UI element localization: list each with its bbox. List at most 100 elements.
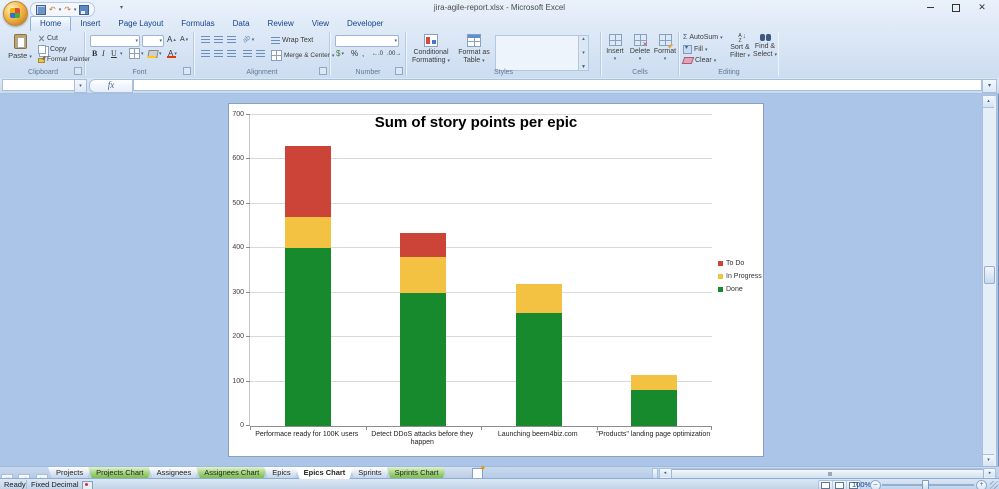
- number-format-combo[interactable]: ▾: [335, 35, 399, 47]
- delete-cells-button[interactable]: Delete ▾: [628, 34, 652, 62]
- ribbon-tab-insert[interactable]: Insert: [80, 19, 101, 28]
- office-button[interactable]: [3, 1, 28, 26]
- find-select-button[interactable]: Find & Select ▾: [753, 34, 777, 59]
- clear-button[interactable]: Clear ▾: [681, 57, 716, 64]
- orientation-button[interactable]: ab ▾: [241, 34, 256, 45]
- gallery-scroll-down-icon[interactable]: ▾: [582, 50, 585, 56]
- sheet-tab-assignees[interactable]: Assignees: [149, 467, 200, 479]
- underline-options-dropdown[interactable]: ▾: [118, 48, 125, 59]
- ribbon-tab-view[interactable]: View: [311, 19, 329, 28]
- percent-style-button[interactable]: %: [349, 48, 360, 59]
- copy-button[interactable]: Copy: [38, 45, 66, 54]
- legend-item-done[interactable]: Done: [718, 286, 762, 293]
- decrease-indent-button[interactable]: [241, 48, 254, 59]
- wrap-text-button[interactable]: Wrap Text: [271, 37, 313, 44]
- sheet-tab-sprints-chart[interactable]: Sprints Chart: [387, 467, 447, 479]
- page-break-view-button[interactable]: [847, 481, 860, 489]
- align-middle-button[interactable]: [212, 34, 225, 45]
- name-box[interactable]: [2, 79, 76, 91]
- sheet-tab-projects[interactable]: Projects: [48, 467, 91, 479]
- chevron-down-icon[interactable]: ▾: [58, 6, 62, 13]
- comma-style-button[interactable]: ,: [360, 48, 366, 59]
- font-name-combo[interactable]: ▾: [90, 35, 140, 47]
- zoom-in-button[interactable]: +: [976, 480, 987, 489]
- normal-view-button[interactable]: [819, 481, 833, 489]
- name-box-dropdown[interactable]: ▾: [74, 79, 87, 93]
- clipboard-dialog-launcher[interactable]: [74, 67, 82, 75]
- page-layout-view-button[interactable]: [833, 481, 847, 489]
- ribbon-tab-data[interactable]: Data: [232, 19, 250, 28]
- undo-icon[interactable]: ↶: [49, 4, 56, 14]
- borders-button[interactable]: ▾: [127, 48, 146, 59]
- number-dialog-launcher[interactable]: [395, 67, 403, 75]
- sort-filter-button[interactable]: AZ Sort & Filter ▾: [728, 34, 752, 60]
- sheet-tab-sprints[interactable]: Sprints: [350, 467, 389, 479]
- ribbon-tab-page-layout[interactable]: Page Layout: [118, 19, 164, 28]
- font-color-button[interactable]: A ▾: [167, 49, 177, 58]
- zoom-slider-thumb[interactable]: [922, 480, 929, 489]
- accounting-format-button[interactable]: $ ▾: [334, 48, 346, 59]
- ribbon-tab-review[interactable]: Review: [267, 19, 294, 28]
- legend-item-in-progress[interactable]: In Progress: [718, 273, 762, 280]
- chart[interactable]: Sum of story points per epic 0 100 200 300 4…: [228, 103, 764, 457]
- grow-font-button[interactable]: A ▴: [167, 35, 176, 44]
- legend-item-to-do[interactable]: To Do: [718, 260, 762, 267]
- alignment-dialog-launcher[interactable]: [319, 67, 327, 75]
- minimize-button[interactable]: [917, 0, 943, 15]
- macro-record-icon[interactable]: [82, 481, 93, 489]
- scroll-down-button[interactable]: ▾: [983, 454, 994, 466]
- gallery-scrollbar[interactable]: ▴ ▾ ▼: [578, 36, 588, 70]
- merge-center-button[interactable]: Merge & Center ▾: [271, 50, 334, 61]
- underline-button[interactable]: U: [111, 49, 117, 58]
- vertical-scroll-thumb[interactable]: [984, 266, 995, 284]
- fill-button[interactable]: Fill ▾: [683, 44, 707, 54]
- ribbon-tab-home[interactable]: Home: [30, 16, 72, 31]
- increase-indent-button[interactable]: [254, 48, 267, 59]
- align-left-button[interactable]: [199, 48, 212, 59]
- horizontal-scrollbar[interactable]: ◂ ▸: [659, 468, 996, 480]
- workbook-icon[interactable]: [36, 4, 46, 15]
- autosum-button[interactable]: Σ AutoSum ▾: [683, 34, 723, 41]
- maximize-button[interactable]: [943, 0, 969, 15]
- align-right-button[interactable]: [225, 48, 238, 59]
- decrease-decimal-button[interactable]: .00→: [385, 48, 403, 59]
- insert-function-button[interactable]: fx: [89, 79, 133, 93]
- cut-button[interactable]: Cut: [38, 35, 58, 42]
- formula-input[interactable]: [133, 79, 982, 91]
- gallery-scroll-up-icon[interactable]: ▴: [582, 36, 585, 42]
- customize-qat-button[interactable]: ▾: [120, 5, 124, 11]
- conditional-formatting-button[interactable]: Conditional Formatting ▾: [409, 34, 453, 65]
- sheet-tab-projects-chart[interactable]: Projects Chart: [88, 467, 152, 479]
- bold-button[interactable]: B: [92, 49, 98, 58]
- ribbon-tab-developer[interactable]: Developer: [346, 19, 384, 28]
- worksheet-area[interactable]: Sum of story points per epic 0 100 200 300 4…: [0, 94, 984, 466]
- cell-styles-gallery[interactable]: ▴ ▾ ▼: [495, 35, 589, 71]
- chevron-down-icon[interactable]: ▾: [73, 6, 77, 13]
- scroll-left-button[interactable]: ◂: [660, 469, 670, 477]
- close-button[interactable]: ✕: [978, 2, 986, 12]
- format-cells-button[interactable]: Format ▾: [653, 34, 677, 62]
- paste-button[interactable]: Paste ▾: [6, 34, 34, 60]
- insert-cells-button[interactable]: Insert ▾: [603, 34, 627, 62]
- fill-color-button[interactable]: ▾: [146, 48, 164, 59]
- align-center-button[interactable]: [212, 48, 225, 59]
- font-dialog-launcher[interactable]: [183, 67, 191, 75]
- hidden-sheet-tab[interactable]: [443, 467, 473, 479]
- sheet-tab-epics[interactable]: Epics: [264, 467, 298, 479]
- resize-grip[interactable]: [990, 481, 998, 489]
- format-painter-button[interactable]: Format Painter: [38, 56, 90, 63]
- align-bottom-button[interactable]: [225, 34, 238, 45]
- sheet-tab-assignees-chart[interactable]: Assignees Chart: [196, 467, 267, 479]
- italic-button[interactable]: I: [102, 49, 105, 58]
- scroll-up-button[interactable]: ▴: [983, 96, 994, 108]
- sheet-tab-epics-chart[interactable]: Epics Chart: [296, 467, 354, 479]
- font-size-combo[interactable]: ▾: [142, 35, 164, 47]
- redo-icon[interactable]: ↷: [64, 4, 71, 14]
- scroll-right-button[interactable]: ▸: [985, 469, 995, 477]
- gallery-expand-icon[interactable]: ▼: [581, 64, 586, 70]
- ribbon-tab-formulas[interactable]: Formulas: [181, 19, 215, 28]
- shrink-font-button[interactable]: A ▾: [180, 36, 189, 43]
- save-icon[interactable]: [79, 4, 90, 15]
- expand-formula-bar-button[interactable]: ▾: [982, 79, 997, 93]
- format-as-table-button[interactable]: Format as Table ▾: [455, 34, 493, 65]
